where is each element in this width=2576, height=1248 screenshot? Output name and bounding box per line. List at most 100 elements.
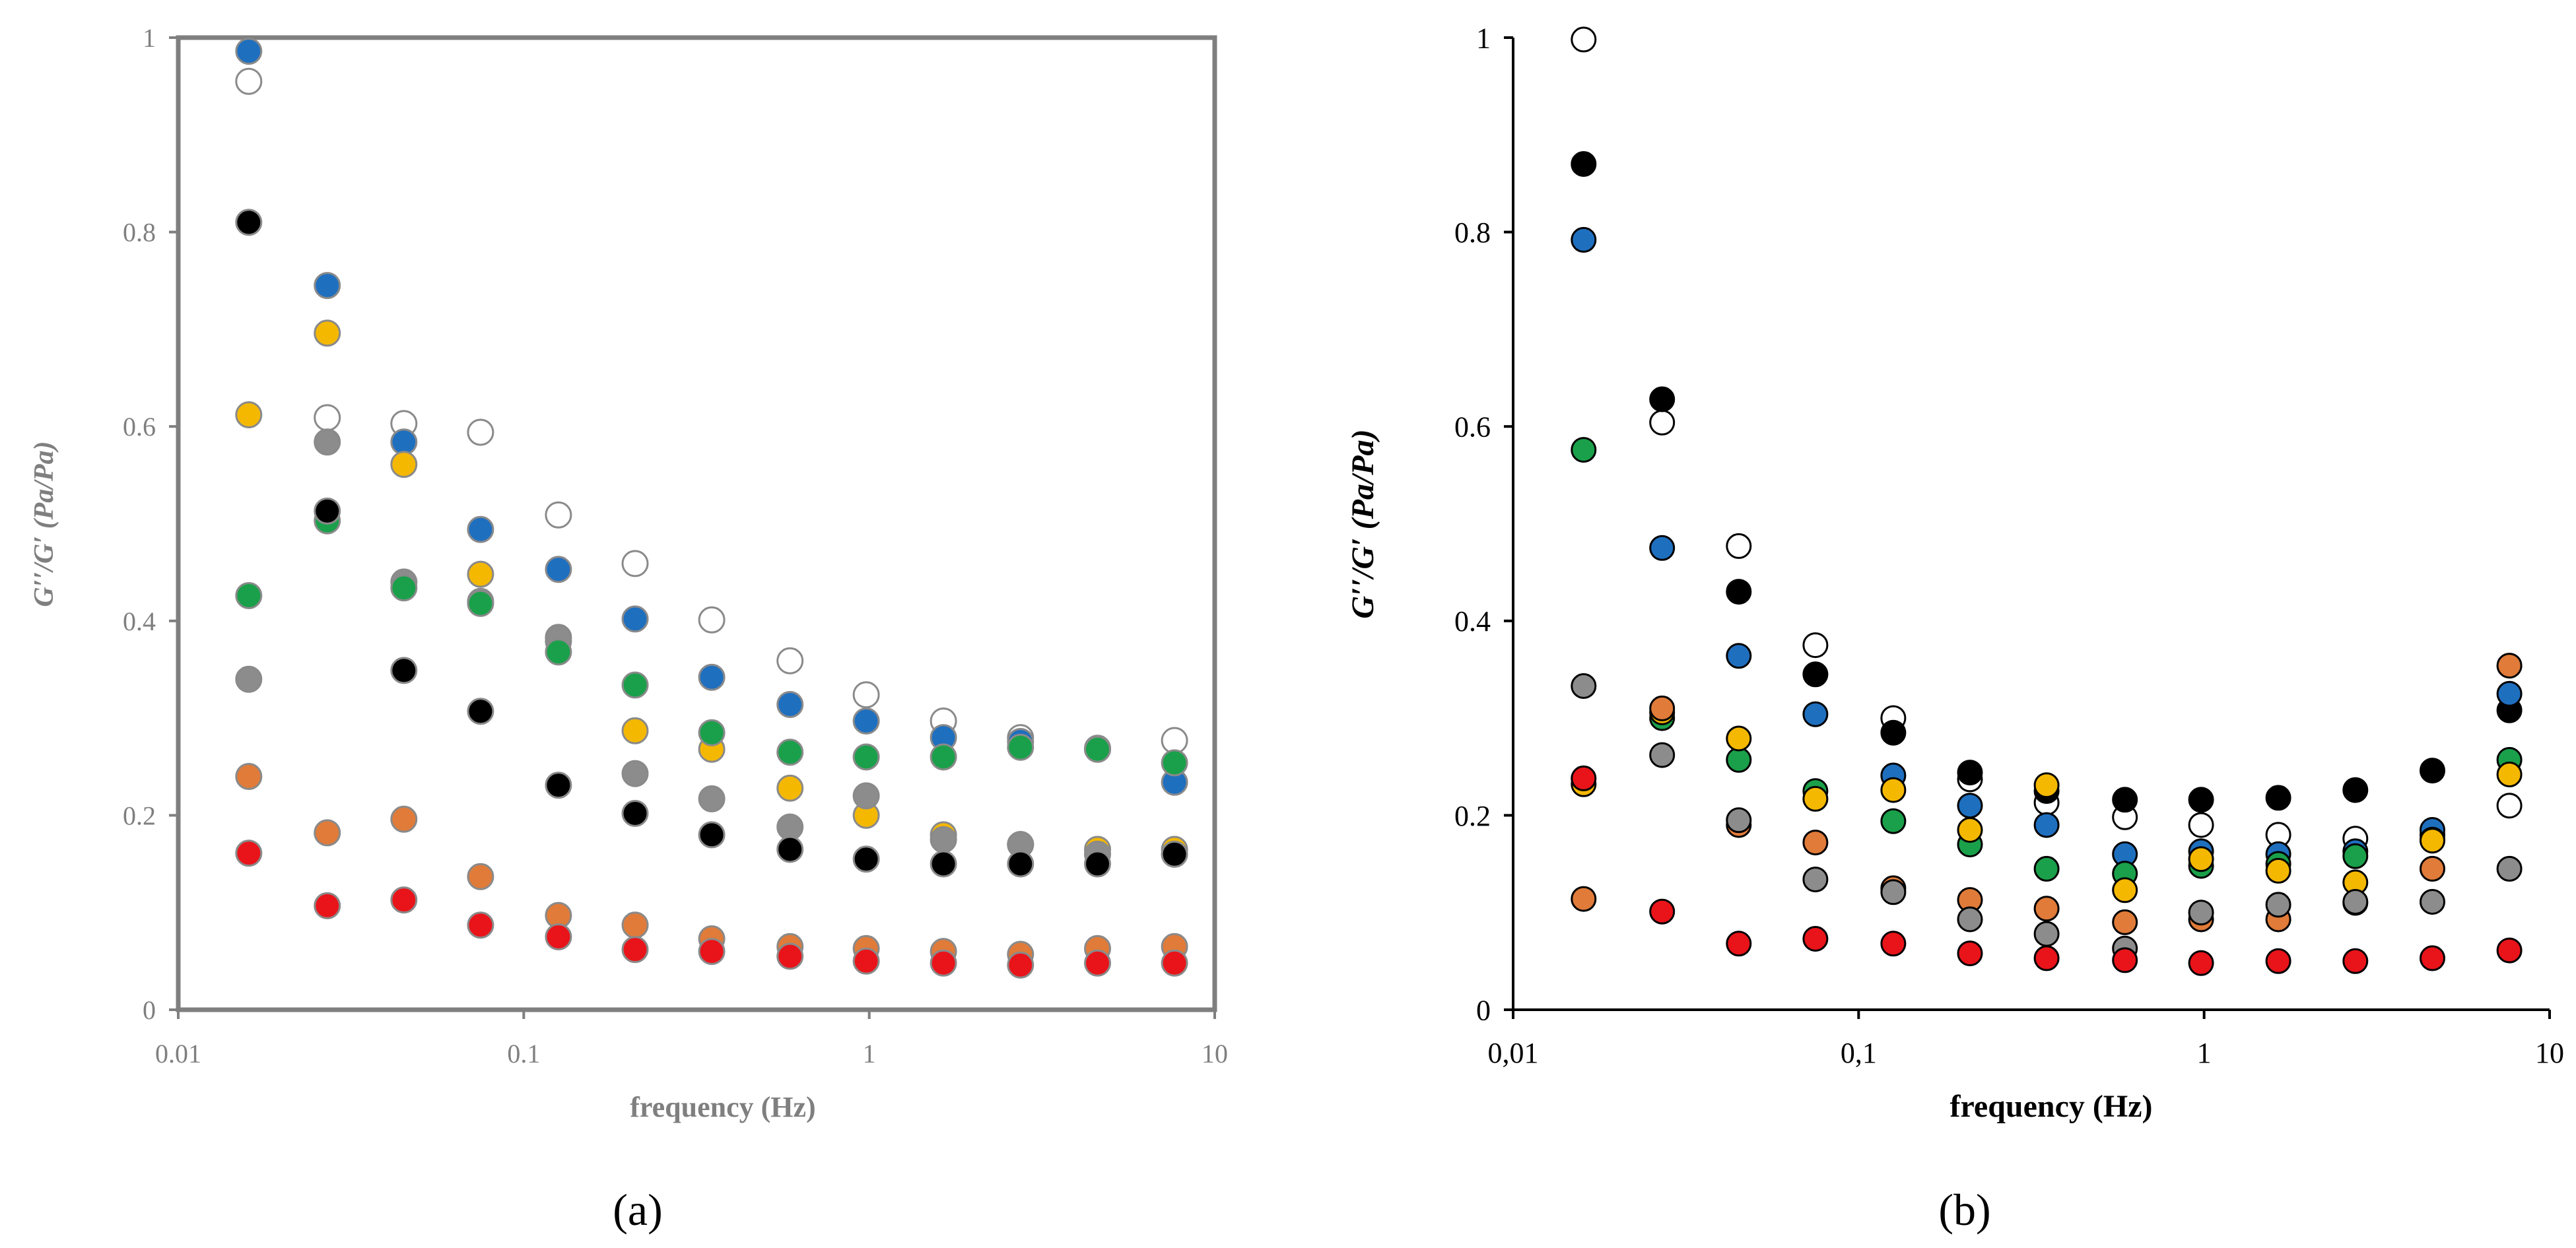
data-point-grey	[235, 665, 263, 693]
data-point-green	[1571, 437, 1597, 463]
data-point-white	[1802, 632, 1829, 659]
data-point-black	[1571, 151, 1597, 177]
y-tick-label: 0	[1476, 994, 1491, 1026]
data-point-yellow	[2265, 857, 2291, 884]
y-tick-label: 0.6	[1454, 411, 1491, 443]
data-point-grey	[852, 782, 880, 810]
data-point-green	[1007, 733, 1034, 761]
data-point-blue	[467, 515, 494, 543]
data-point-white	[235, 67, 263, 95]
y-tick-label: 1	[1476, 22, 1491, 54]
x-tick-label: 0.01	[155, 1039, 201, 1068]
data-point-black	[621, 800, 649, 827]
data-point-orange	[314, 819, 341, 847]
data-point-green	[467, 589, 494, 617]
data-point-grey	[776, 813, 804, 841]
data-point-yellow	[1957, 817, 1983, 843]
data-point-orange	[1571, 886, 1597, 912]
data-point-white	[314, 404, 341, 432]
data-point-red	[2033, 945, 2060, 971]
data-point-orange	[467, 863, 494, 890]
y-tick-label: 0.8	[123, 218, 156, 247]
data-point-red	[930, 949, 957, 977]
data-point-red	[1084, 949, 1111, 977]
data-point-yellow	[621, 717, 649, 744]
data-point-red	[776, 942, 804, 970]
x-tick-label: 0.1	[507, 1039, 540, 1068]
data-point-black	[1957, 760, 1983, 786]
series-grey-b	[1571, 673, 2523, 962]
data-point-grey	[1649, 742, 1676, 768]
data-point-yellow	[2033, 772, 2060, 799]
data-point-black	[2112, 787, 2138, 813]
data-point-grey	[621, 760, 649, 787]
y-tick-label: 1	[143, 23, 156, 53]
data-point-yellow	[2496, 762, 2523, 787]
data-point-green	[2342, 843, 2369, 869]
data-point-black	[390, 657, 418, 684]
data-point-white	[467, 418, 494, 446]
data-point-white	[776, 647, 804, 674]
x-tick-label: 10	[2535, 1037, 2564, 1069]
data-point-red	[1880, 931, 1907, 957]
data-point-white	[1649, 409, 1676, 436]
y-axis-a: 0 0.2 0.4 0.6 0.8 1	[123, 23, 178, 1025]
y-tick-label: 0.4	[123, 607, 156, 636]
data-point-blue	[1726, 643, 1752, 669]
y-axis-label-a: G′′/G′ (Pa/Pa)	[29, 441, 59, 607]
data-point-black	[776, 836, 804, 863]
data-point-black	[2420, 758, 2445, 784]
x-axis-b: 0,01 0,1 1 10	[1488, 1010, 2564, 1069]
panel-label-a: (a)	[613, 1185, 662, 1235]
plot-area-a	[176, 35, 1217, 1012]
data-point-red	[2188, 950, 2214, 976]
data-point-red	[467, 911, 494, 939]
series-grey-a	[235, 428, 1188, 868]
data-point-orange	[2496, 653, 2523, 679]
x-tick-label: 0,1	[1841, 1037, 1877, 1069]
data-point-red	[1957, 940, 1983, 967]
chart-panel-a: 0 0.2 0.4 0.6 0.8 1 0.01 0.1 1 10 G′′/G′ (Pa/Pa)…	[29, 23, 1228, 1235]
y-tick-label: 0	[143, 995, 156, 1025]
data-point-yellow	[314, 319, 341, 347]
data-point-green	[698, 719, 726, 746]
data-point-white	[1161, 727, 1188, 754]
y-tick-label: 0.2	[123, 801, 156, 830]
data-point-black	[698, 821, 726, 849]
data-point-white	[1726, 533, 1752, 559]
data-point-orange	[2420, 855, 2445, 882]
data-point-red	[1161, 949, 1188, 977]
data-point-blue	[545, 556, 572, 583]
series-black-a	[235, 209, 1188, 878]
data-point-green	[2033, 855, 2060, 882]
data-point-black	[1802, 661, 1829, 688]
data-point-black	[1007, 850, 1034, 878]
data-point-white	[852, 681, 880, 709]
panel-label-b: (b)	[1938, 1185, 1990, 1235]
data-point-green	[545, 638, 572, 666]
data-point-grey	[1880, 879, 1907, 905]
data-point-grey	[314, 428, 341, 456]
data-point-orange	[390, 805, 418, 833]
data-point-black	[2265, 785, 2291, 811]
y-axis-b: 0 0.2 0.4 0.6 0.8 1	[1454, 22, 1513, 1026]
data-point-blue	[2033, 812, 2060, 838]
data-point-black	[545, 772, 572, 799]
data-point-black	[467, 698, 494, 725]
data-point-red	[852, 947, 880, 975]
data-point-black	[852, 845, 880, 873]
data-point-yellow	[1726, 725, 1752, 752]
series-green-a	[235, 507, 1188, 777]
data-point-blue	[1571, 226, 1597, 253]
data-point-blue	[314, 272, 341, 300]
y-tick-label: 0.6	[123, 412, 156, 442]
data-point-green	[1880, 808, 1907, 834]
series-red-a	[235, 839, 1188, 979]
data-point-green	[1726, 746, 1752, 773]
data-point-white	[2188, 812, 2214, 838]
data-point-grey	[2188, 900, 2214, 926]
data-point-black	[2342, 777, 2369, 803]
data-point-green	[1161, 749, 1188, 777]
data-point-grey	[698, 785, 726, 812]
